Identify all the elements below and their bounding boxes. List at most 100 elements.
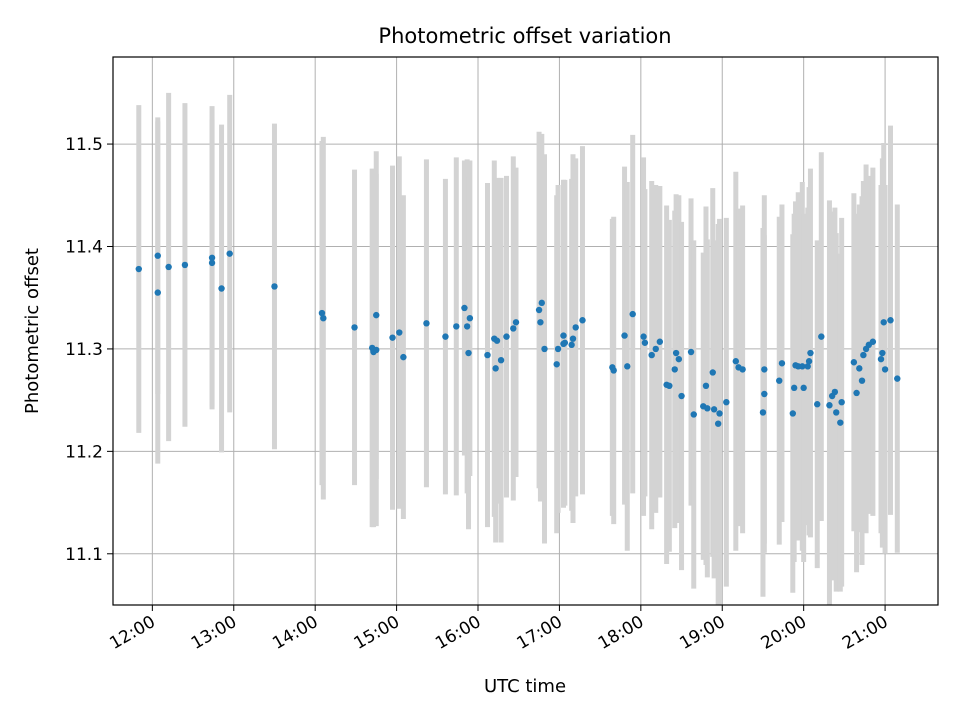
data-point <box>400 353 407 361</box>
data-point <box>759 409 767 416</box>
x-axis-label: UTC time <box>484 676 566 697</box>
data-point <box>709 369 716 376</box>
data-point <box>320 314 327 322</box>
y-tick-label: 11.1 <box>65 545 103 565</box>
data-point <box>853 389 860 397</box>
data-point <box>761 390 768 398</box>
data-point <box>814 401 821 408</box>
data-point <box>818 333 825 340</box>
data-point <box>493 337 501 344</box>
data-point <box>610 367 617 374</box>
data-point <box>672 349 680 357</box>
data-point <box>837 419 844 426</box>
data-point <box>351 324 358 331</box>
data-point <box>579 317 586 324</box>
data-point <box>710 406 718 413</box>
plot-frame <box>112 56 939 606</box>
data-point <box>789 410 797 417</box>
data-point <box>804 363 811 370</box>
data-point <box>833 409 840 416</box>
data-point <box>648 351 655 359</box>
data-point <box>869 338 877 345</box>
y-axis-label: Photometric offset <box>22 248 43 414</box>
data-point <box>554 345 562 353</box>
data-point <box>850 359 858 366</box>
y-tick-label: 11.2 <box>65 442 103 462</box>
data-point <box>621 332 628 339</box>
y-axis-ticks: 11.1 11.2 11.3 11.4 11.5 <box>65 135 113 565</box>
data-point <box>800 384 807 392</box>
data-point <box>466 314 474 322</box>
data-point <box>465 349 472 357</box>
data-point <box>790 384 798 392</box>
data-point <box>880 319 887 326</box>
data-point <box>671 366 678 373</box>
data-point <box>675 355 683 363</box>
data-point <box>535 306 543 314</box>
data-point <box>732 358 740 365</box>
data-point <box>856 365 863 372</box>
data-point <box>716 410 723 417</box>
data-point <box>389 334 396 341</box>
data-point <box>538 299 545 307</box>
data-point <box>666 382 673 389</box>
data-point <box>799 363 806 370</box>
y-tick-label: 11.5 <box>65 135 103 155</box>
chart-title: Photometric offset variation <box>378 24 671 48</box>
data-point <box>561 339 569 346</box>
data-point <box>181 261 189 269</box>
data-point <box>641 339 649 346</box>
data-point <box>218 285 225 292</box>
data-point <box>503 333 510 340</box>
data-point <box>652 345 659 353</box>
data-point <box>560 332 567 339</box>
data-point <box>154 289 161 296</box>
data-point <box>553 361 560 368</box>
y-tick-label: 11.3 <box>65 340 103 360</box>
y-tick-label: 11.4 <box>65 237 103 257</box>
data-point <box>704 405 711 412</box>
data-point <box>629 310 636 318</box>
data-point <box>373 346 380 354</box>
data-point <box>442 333 449 340</box>
data-point <box>373 311 380 319</box>
data-point <box>690 411 697 418</box>
data-point <box>423 320 430 327</box>
data-point <box>568 341 575 349</box>
data-point <box>484 351 491 359</box>
data-point <box>154 252 161 259</box>
data-point <box>453 323 460 330</box>
data-point <box>894 375 901 382</box>
data-point <box>569 335 577 342</box>
data-point <box>512 319 520 326</box>
data-point <box>640 333 647 340</box>
data-point <box>678 392 685 400</box>
data-point <box>838 398 845 406</box>
data-point <box>776 377 783 384</box>
data-point <box>723 398 730 406</box>
data-point <box>778 360 786 367</box>
data-point <box>831 388 839 396</box>
data-point <box>826 402 833 409</box>
data-point <box>656 338 664 345</box>
data-point <box>396 329 403 336</box>
data-point <box>461 304 468 312</box>
data-point <box>887 317 894 324</box>
data-point <box>271 283 278 290</box>
data-point <box>761 366 768 373</box>
data-point <box>165 263 172 271</box>
data-point <box>881 366 889 373</box>
data-point <box>879 349 886 357</box>
data-point <box>805 358 813 365</box>
data-point <box>624 363 631 370</box>
data-point <box>492 365 499 372</box>
data-point <box>858 377 866 384</box>
data-point <box>208 259 216 267</box>
data-point <box>687 348 695 356</box>
data-point <box>318 309 326 317</box>
data-point <box>807 349 814 357</box>
data-point <box>702 382 710 389</box>
data-point <box>860 351 867 359</box>
data-point <box>739 366 746 373</box>
